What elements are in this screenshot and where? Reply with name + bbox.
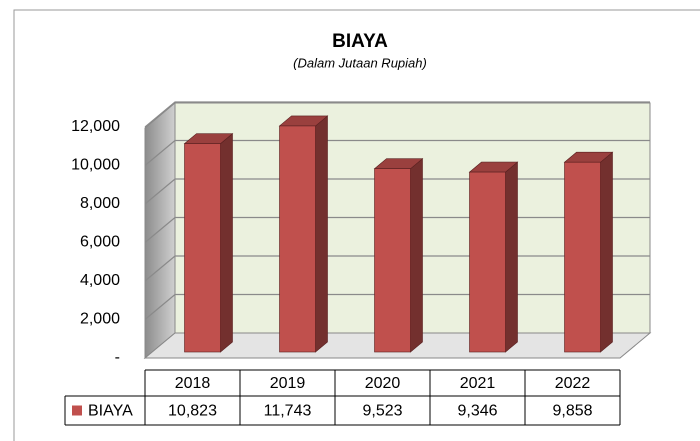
y-tick-label: 4,000 — [80, 272, 120, 289]
bar — [184, 143, 221, 353]
bar — [564, 161, 601, 353]
data-label: 9,346 — [457, 403, 497, 420]
y-tick-label: - — [115, 349, 120, 366]
y-tick-label: 10,000 — [71, 157, 120, 174]
data-label: 11,743 — [264, 403, 312, 420]
bar-side — [410, 158, 423, 353]
bar — [469, 171, 506, 353]
y-tick-label: 12,000 — [71, 118, 120, 135]
bar-side — [600, 151, 613, 353]
grid-line — [144, 139, 650, 166]
bar — [374, 168, 411, 353]
chart-title: BIAYA — [332, 31, 388, 52]
data-label: 9,858 — [552, 403, 592, 420]
y-tick-label: 8,000 — [80, 195, 120, 212]
data-label: 10,823 — [168, 403, 217, 420]
legend-swatch — [72, 405, 82, 416]
x-tick-label: 2022 — [555, 375, 591, 392]
grid-line — [144, 101, 650, 128]
x-tick-label: 2019 — [270, 375, 306, 392]
bar — [279, 125, 316, 353]
bar-side — [315, 115, 328, 353]
x-tick-label: 2021 — [460, 375, 496, 392]
chart-subtitle: (Dalam Jutaan Rupiah) — [293, 55, 427, 70]
bar-side — [505, 161, 518, 353]
x-tick-label: 2018 — [175, 375, 211, 392]
data-label: 9,523 — [362, 403, 402, 420]
y-tick-label: 6,000 — [80, 234, 120, 251]
x-tick-label: 2020 — [365, 375, 401, 392]
bar-side — [220, 133, 233, 353]
legend-label: BIAYA — [88, 403, 133, 420]
y-tick-label: 2,000 — [80, 311, 120, 328]
